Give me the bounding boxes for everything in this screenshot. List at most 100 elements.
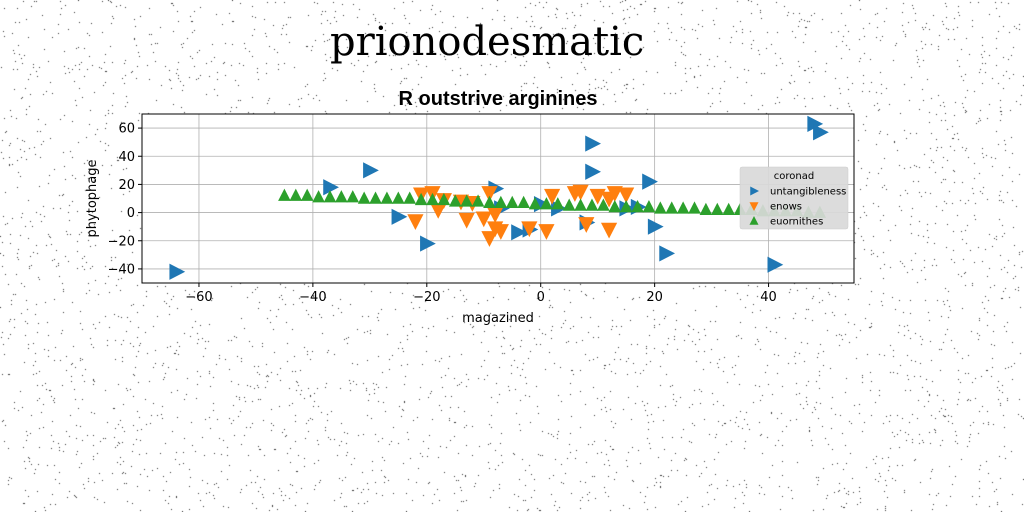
- y-tick-label: −20: [108, 234, 135, 249]
- data-point: [458, 212, 475, 229]
- legend-marker: [749, 202, 759, 211]
- y-tick-label: 60: [118, 122, 135, 137]
- data-point: [481, 231, 498, 247]
- data-point: [676, 201, 690, 214]
- data-point: [420, 235, 436, 252]
- data-point: [544, 188, 561, 205]
- data-point: [600, 222, 618, 239]
- data-point: [551, 197, 565, 210]
- legend-marker: [750, 186, 759, 196]
- data-point: [407, 214, 424, 231]
- data-point: [642, 173, 658, 190]
- data-point: [481, 186, 498, 202]
- data-point: [521, 221, 538, 238]
- data-point: [619, 199, 633, 213]
- data-point: [357, 191, 371, 204]
- data-point: [659, 245, 676, 262]
- legend-box: [739, 166, 849, 230]
- data-point: [585, 135, 601, 152]
- data-point: [335, 190, 348, 203]
- data-point: [578, 217, 595, 233]
- data-point: [312, 190, 325, 203]
- data-point: [642, 199, 656, 213]
- data-point: [517, 195, 530, 208]
- legend-entry: enows: [770, 202, 802, 213]
- x-tick-label: −60: [185, 290, 212, 305]
- data-point: [813, 124, 829, 141]
- data-point: [597, 198, 610, 211]
- legend-entry: untangibleness: [770, 187, 846, 198]
- y-tick-label: 20: [118, 178, 135, 193]
- data-point: [538, 224, 555, 240]
- data-point: [528, 197, 542, 210]
- plot-area: [142, 114, 854, 283]
- y-axis-label: phytophage: [85, 160, 100, 238]
- data-point: [608, 199, 622, 213]
- y-tick-label: −40: [108, 262, 135, 277]
- page-heading: prionodesmatic: [330, 19, 645, 65]
- data-point: [460, 194, 473, 207]
- data-point: [323, 179, 339, 196]
- data-point: [323, 190, 337, 203]
- data-point: [391, 208, 408, 225]
- data-point: [487, 207, 504, 223]
- x-tick-label: −20: [413, 290, 440, 305]
- data-point: [300, 188, 314, 201]
- data-marks: [169, 115, 829, 280]
- data-point: [492, 224, 509, 240]
- data-point: [437, 192, 451, 206]
- data-point: [494, 195, 508, 208]
- data-point: [475, 211, 492, 228]
- data-point: [430, 203, 447, 219]
- y-tick-label: 0: [127, 206, 135, 221]
- data-point: [540, 197, 553, 210]
- x-tick-label: 0: [537, 290, 545, 305]
- data-point: [369, 191, 382, 204]
- data-point: [392, 191, 405, 204]
- y-tick-label: 40: [118, 150, 135, 165]
- data-point: [505, 195, 519, 208]
- data-point: [363, 162, 379, 179]
- data-point: [572, 184, 589, 201]
- data-point: [346, 190, 360, 203]
- data-point: [665, 201, 679, 214]
- legend-title: coronad: [774, 171, 814, 182]
- data-point: [722, 202, 735, 216]
- data-point: [574, 198, 587, 211]
- axes: −60 −40 −20 0 20 40 −40 −20 0 20 40 60: [108, 113, 855, 305]
- data-point: [585, 163, 601, 180]
- data-point: [483, 195, 496, 208]
- data-point: [511, 224, 527, 241]
- data-point: [618, 187, 635, 204]
- data-point: [169, 263, 186, 280]
- data-point: [426, 192, 439, 206]
- data-point: [688, 201, 701, 214]
- x-axis-label: magazined: [462, 311, 534, 326]
- legend-marker: [749, 216, 759, 225]
- data-point: [403, 191, 417, 204]
- data-point: [289, 188, 303, 201]
- data-point: [647, 218, 664, 235]
- data-point: [585, 198, 599, 211]
- legend-entry: euornithes: [770, 217, 823, 228]
- plot-frame: [141, 113, 855, 284]
- x-tick-label: 40: [760, 290, 777, 305]
- data-point: [380, 191, 394, 204]
- data-point: [767, 256, 784, 273]
- plot-background: [142, 114, 854, 283]
- x-tick-label: −40: [299, 290, 326, 305]
- series-untangibleness: [169, 115, 829, 280]
- data-point: [710, 202, 724, 216]
- data-point: [471, 194, 485, 207]
- data-point: [606, 186, 623, 202]
- x-tick-label: 20: [646, 290, 663, 305]
- data-point: [448, 194, 462, 207]
- data-point: [414, 192, 428, 206]
- legend: coronad untangibleness enows euornithes: [739, 166, 849, 230]
- data-point: [699, 202, 713, 216]
- data-point: [562, 198, 576, 211]
- data-point: [278, 188, 291, 201]
- chart-title: R outstrive arginines: [399, 88, 598, 110]
